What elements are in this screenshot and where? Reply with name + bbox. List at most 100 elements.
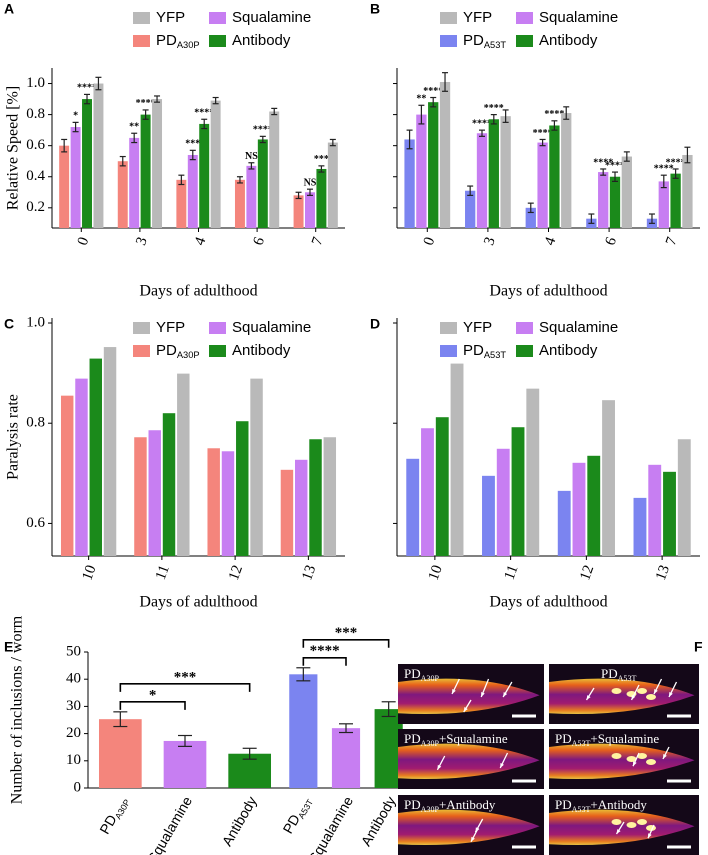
error-bar [648, 213, 655, 224]
label-part: +Squalamine [439, 731, 508, 746]
bar [557, 490, 571, 556]
y-tick-label: 1.0 [26, 314, 45, 330]
x-tick-label: Antibody [357, 793, 398, 848]
bar [549, 125, 560, 228]
error-bar [72, 121, 79, 133]
y-tick-label: 0.8 [26, 415, 45, 431]
bar [234, 179, 245, 228]
inclusion [637, 819, 647, 825]
significance-label: *** [185, 139, 200, 150]
error-bar [600, 168, 607, 176]
arrow-head [500, 763, 504, 768]
arrow-head [463, 707, 468, 712]
x-axis-title: Days of adulthood [139, 283, 257, 300]
arrow-head [663, 754, 667, 759]
bar [648, 464, 662, 556]
panel-letter: E [4, 639, 13, 655]
label-part: +Antibody [590, 797, 647, 812]
label-part: PD [156, 32, 177, 49]
bar [207, 448, 220, 556]
bar [511, 427, 525, 556]
x-tick-label: 7 [663, 235, 681, 248]
error-bar [442, 72, 449, 92]
y-tick-label: 40 [66, 671, 81, 687]
x-tick-label: 10 [79, 563, 99, 583]
x-tick-label: 4 [542, 235, 560, 248]
label-part: Antibody [539, 32, 598, 49]
y-tick-label: 0.6 [26, 515, 45, 531]
arrow-head [481, 692, 485, 697]
error-bar [212, 96, 219, 105]
subscript: A30P [113, 797, 132, 821]
error-bar [527, 202, 534, 214]
legend-label: Squalamine [232, 319, 311, 336]
bar [148, 430, 161, 556]
label-part: +Squalamine [590, 731, 659, 746]
bar [658, 181, 669, 228]
bar [177, 373, 190, 556]
panel-letter: D [370, 316, 380, 332]
legend-swatch [516, 35, 533, 47]
bar [152, 99, 163, 228]
legend-label: Squalamine [539, 319, 618, 336]
arrow-head [452, 689, 456, 694]
panel-letter: A [4, 1, 14, 17]
bar [421, 428, 434, 556]
panel-letter: F [694, 639, 703, 655]
bar [323, 437, 337, 556]
worm-body [549, 743, 695, 780]
bar [140, 114, 151, 228]
bar [609, 176, 621, 228]
bar [476, 133, 488, 228]
bar [59, 145, 70, 228]
significance-label: **** [484, 103, 504, 114]
inclusion [626, 822, 637, 828]
x-tick-label: 7 [309, 235, 327, 248]
legend-label: Squalamine [539, 9, 618, 26]
error-bar [154, 95, 161, 103]
x-tick-label: 12 [577, 563, 597, 583]
label-part: PD [404, 666, 421, 681]
significance-label: **** [423, 86, 443, 97]
error-bar [61, 138, 68, 153]
y-tick-label: 0.6 [26, 137, 45, 153]
legend-label: Squalamine [232, 9, 311, 26]
error-bar [672, 168, 679, 179]
label-part: PD [555, 731, 572, 746]
label-part: Squalamine [232, 9, 311, 26]
error-bar [381, 701, 396, 718]
subscript: A53T [572, 805, 591, 814]
bar [305, 192, 315, 228]
subscript: A30P [421, 739, 440, 748]
error-bar [612, 171, 619, 182]
error-bar [119, 155, 126, 167]
error-bar [318, 165, 325, 173]
label-part: PD [404, 731, 421, 746]
arrow-head [669, 692, 673, 697]
inclusion [611, 819, 622, 825]
error-bar [248, 162, 255, 170]
legend-label: Antibody [232, 32, 291, 49]
error-bar [178, 174, 185, 186]
bar [295, 459, 308, 556]
inclusion [637, 753, 647, 759]
y-tick-label: 0.8 [26, 106, 45, 122]
bar [236, 421, 249, 556]
error-bar [539, 138, 546, 147]
error-bar [236, 176, 243, 184]
bar [526, 388, 540, 556]
bar [246, 165, 257, 228]
bar [331, 728, 361, 788]
bar [677, 439, 691, 556]
error-bar [406, 129, 413, 150]
subscript: A53T [572, 739, 591, 748]
bar [82, 99, 92, 228]
bar [117, 161, 128, 228]
label-part: +Antibody [439, 797, 496, 812]
legend-swatch [516, 12, 533, 24]
error-bar [418, 104, 425, 125]
legend-swatch [209, 12, 226, 24]
error-bar [142, 109, 149, 120]
bar [482, 475, 495, 556]
inclusion [611, 688, 622, 694]
